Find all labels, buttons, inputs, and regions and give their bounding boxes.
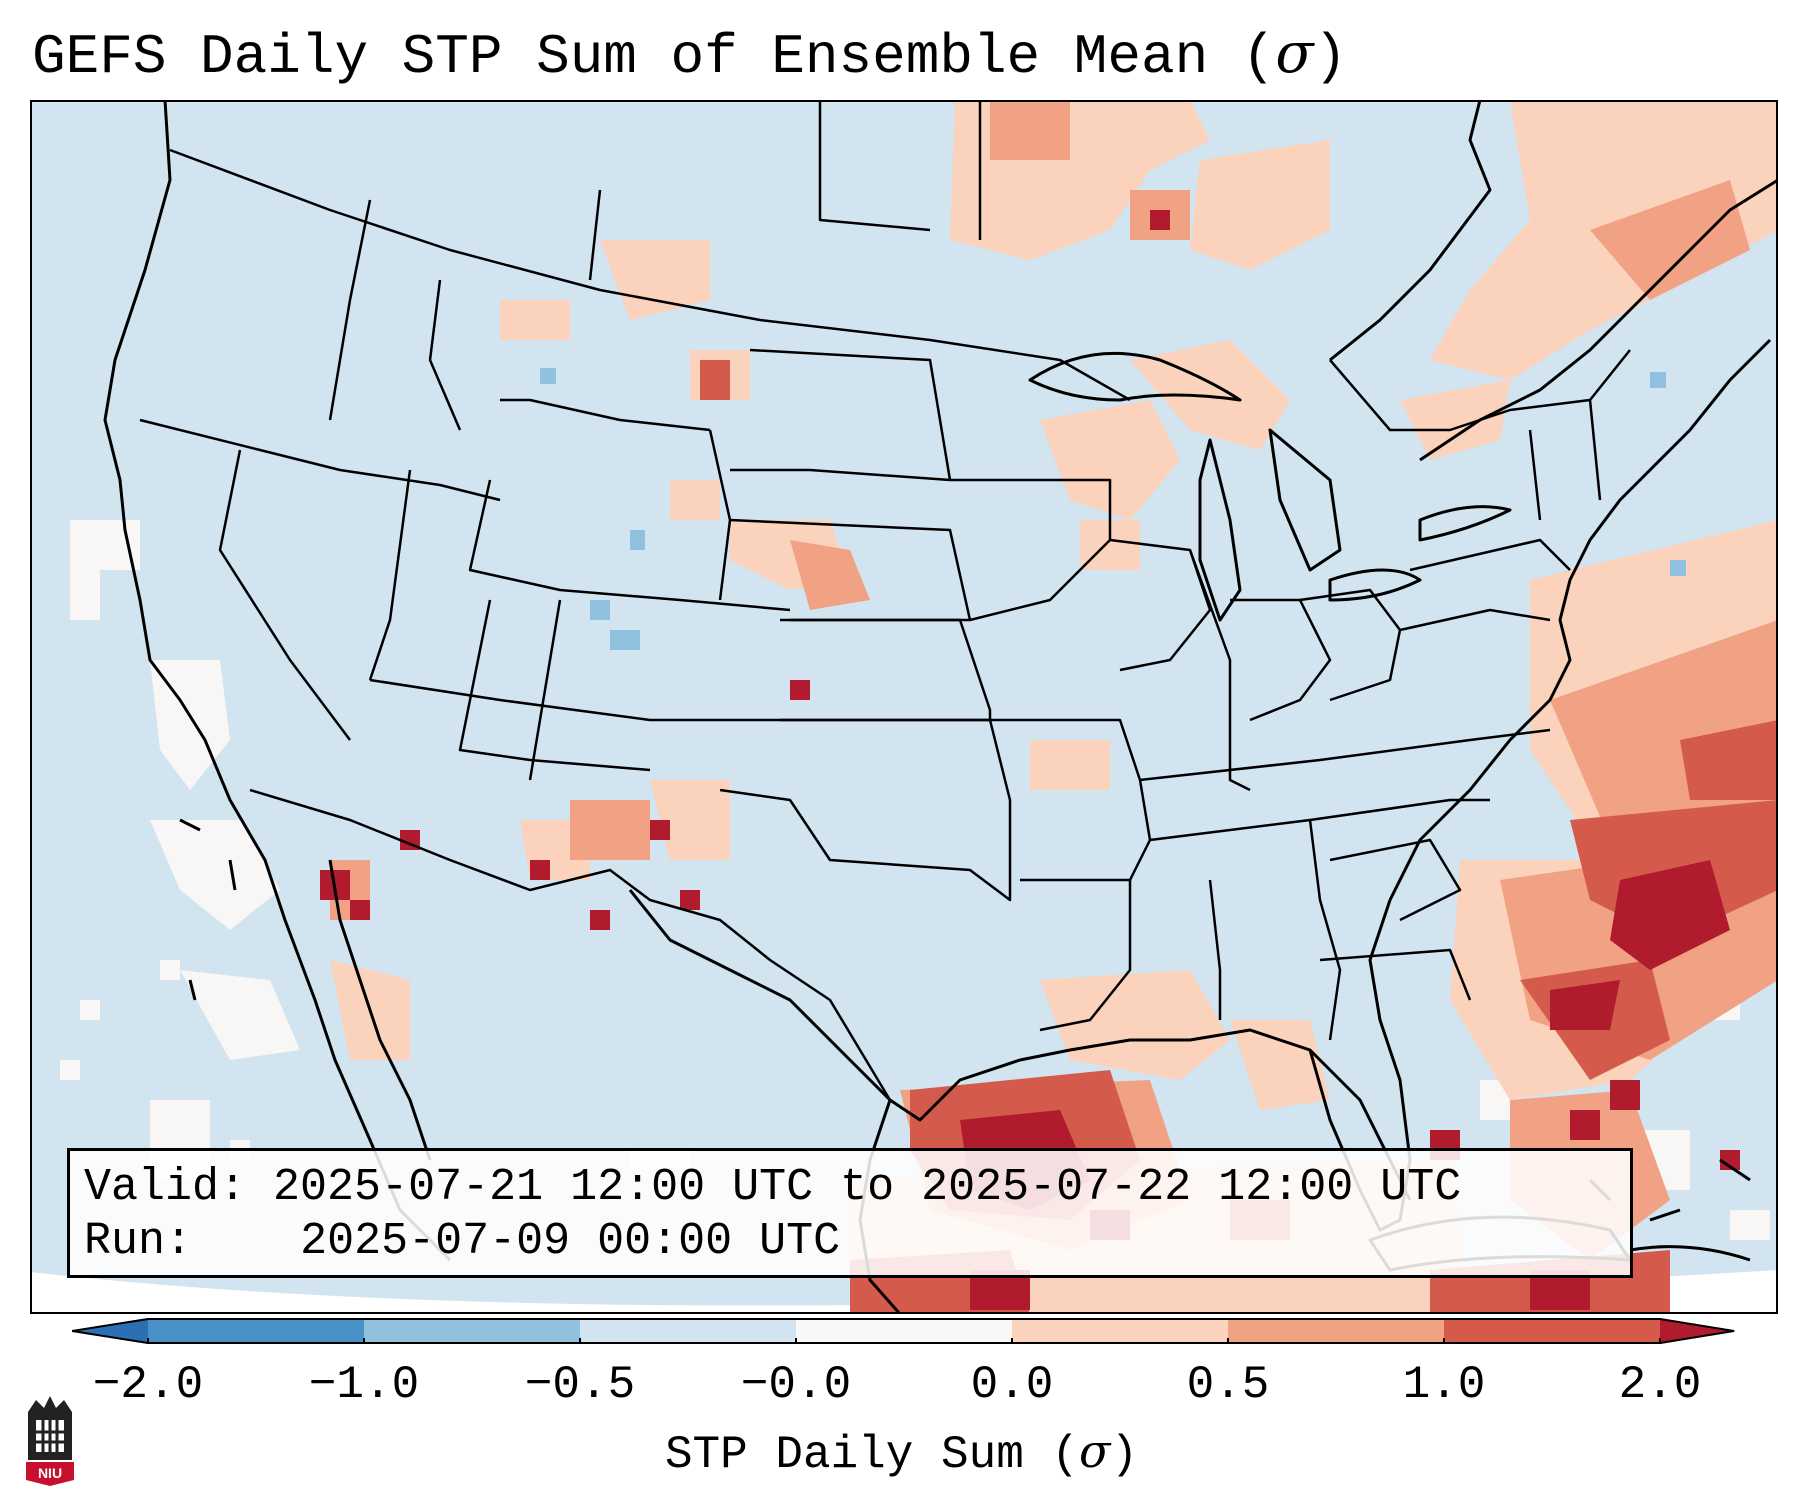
valid-label: Valid: (84, 1162, 247, 1213)
colorbar-tick-label: 0.5 (1186, 1359, 1270, 1411)
colorbar-tick-marks (147, 1338, 1661, 1344)
colorbar (72, 1318, 1736, 1344)
colorbar-extend-low (72, 1318, 148, 1344)
state-borders (139, 100, 1631, 1101)
title-text: GEFS Daily STP Sum of Ensemble Mean ( (32, 25, 1276, 89)
colorbar-bin-1 (148, 1318, 364, 1344)
colorbar-bin-6 (1228, 1318, 1444, 1344)
colorbar-tick-label: −0.0 (740, 1359, 852, 1411)
valid-value: 2025-07-21 12:00 UTC to 2025-07-22 12:00… (273, 1162, 1462, 1213)
title-sigma: σ (1275, 21, 1314, 86)
colorbar-bin-2 (364, 1318, 580, 1344)
colorbar-tick-label: −0.5 (524, 1359, 636, 1411)
niu-logo: NIU (26, 1396, 74, 1486)
run-value: 2025-07-09 00:00 UTC (300, 1216, 841, 1267)
logo-text: NIU (38, 1465, 62, 1481)
valid-run-info-box: Valid: 2025-07-21 12:00 UTC to 2025-07-2… (67, 1148, 1633, 1278)
great-lakes (1028, 351, 1512, 622)
colorbar-tick-label: 2.0 (1618, 1359, 1702, 1411)
title-close: ) (1313, 25, 1348, 89)
colorbar-extend-high (1660, 1318, 1736, 1344)
colorbar-bin-7 (1444, 1318, 1660, 1344)
negative-spots (540, 368, 1686, 650)
colorbar-bin-4 (796, 1318, 1012, 1344)
colorbar-label-close: ) (1110, 1429, 1139, 1481)
map-svg (30, 100, 1778, 1314)
run-label: Run: (84, 1216, 193, 1267)
anomaly-field (60, 100, 1778, 1314)
colorbar-label: STP Daily Sum (σ) (0, 1424, 1803, 1482)
colorbar-bin-3 (580, 1318, 796, 1344)
colorbar-tick-label: −2.0 (92, 1359, 204, 1411)
map-panel[interactable] (30, 100, 1778, 1314)
colorbar-label-text: STP Daily Sum ( (664, 1429, 1080, 1481)
colorbar-tick-label: 0.0 (970, 1359, 1054, 1411)
map-title: GEFS Daily STP Sum of Ensemble Mean (σ) (32, 21, 1348, 90)
colorbar-tick-label: 1.0 (1402, 1359, 1486, 1411)
colorbar-bin-5 (1012, 1318, 1228, 1344)
colorbar-label-sigma: σ (1079, 1424, 1111, 1478)
colorbar-tick-label: −1.0 (308, 1359, 420, 1411)
